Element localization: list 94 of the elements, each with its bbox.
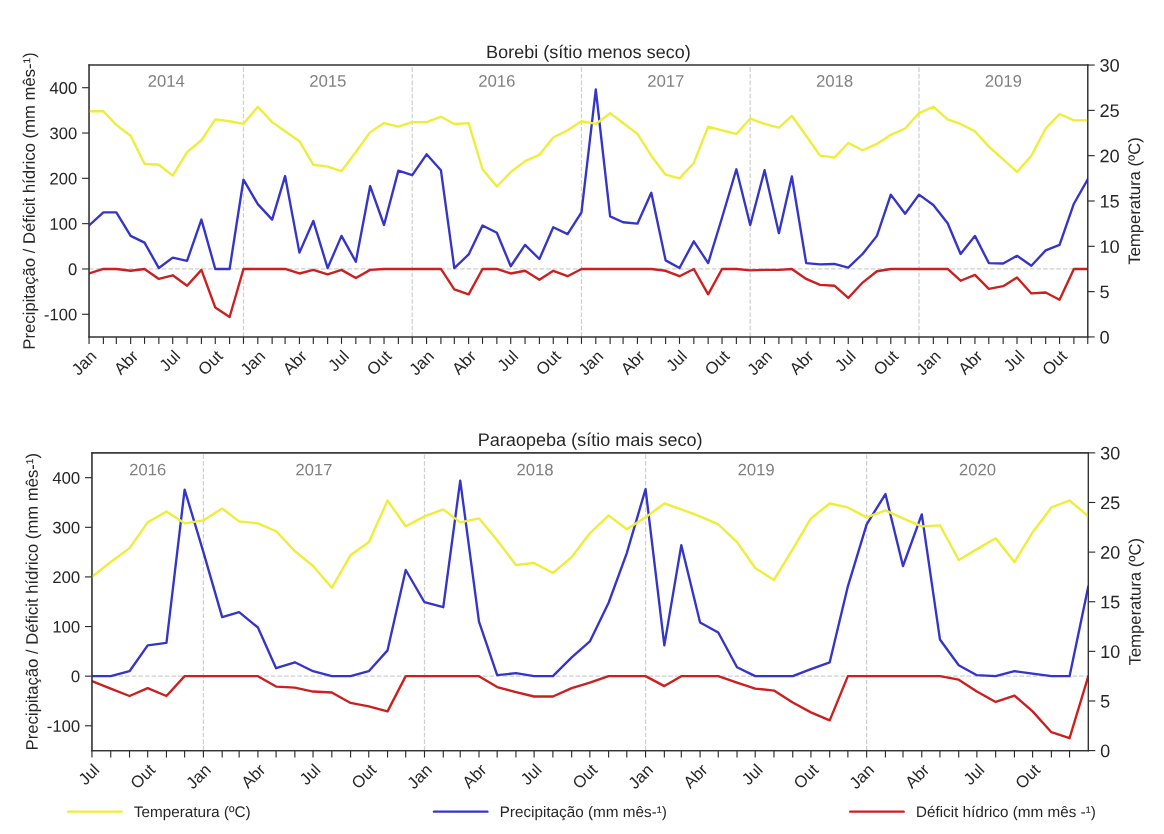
annotation: 2018 <box>816 75 853 87</box>
x-tick-label: Abr <box>239 762 267 790</box>
x-tick-label: Jul <box>664 349 688 373</box>
y2-tick-label: 10 <box>1101 645 1120 659</box>
y-tick-label: -100 <box>44 308 77 321</box>
x-tick-label: Jul <box>77 763 100 786</box>
x-tick-label: Jan <box>185 763 212 790</box>
x-tick-label: Jul <box>298 763 321 786</box>
x-tick-label: Out <box>1014 762 1042 790</box>
y2-tick-label: 15 <box>1100 195 1119 208</box>
y2-tick-label: 10 <box>1100 240 1119 254</box>
y2-tick-label: 15 <box>1101 595 1120 609</box>
x-tick-label: Out <box>365 349 393 376</box>
x-tick-label: Abr <box>787 348 815 376</box>
x-tick-label: Jan <box>406 763 433 790</box>
x-tick-label: Abr <box>112 348 140 376</box>
x-tick-label: Jul <box>495 349 519 373</box>
legend-label: Temperatura (ºC) <box>134 805 250 821</box>
x-tick-label: Abr <box>281 348 308 376</box>
y-tick-label: 400 <box>52 472 80 484</box>
x-tick-label: Jul <box>740 763 764 786</box>
x-tick-label: Jul <box>519 763 542 786</box>
y-tick-label: 400 <box>49 82 77 94</box>
x-tick-label: Jul <box>833 349 857 373</box>
x-tick-label: Jul <box>962 763 985 786</box>
annotation: 2018 <box>517 463 553 476</box>
x-tick-label: Abr <box>619 348 646 376</box>
annotation: 2017 <box>296 463 332 476</box>
x-tick-label: Out <box>535 349 562 376</box>
y-tick-label: 300 <box>50 127 77 140</box>
chart-title: Paraopeba (sítio mais seco) <box>479 432 702 450</box>
y2-tick-label: 5 <box>1100 285 1109 299</box>
line-series <box>91 499 1089 590</box>
annotation: 2019 <box>738 463 774 476</box>
y-tick-label: 300 <box>52 521 80 534</box>
x-tick-label: Jan <box>70 349 97 377</box>
y2-tick-label: 0 <box>1100 330 1109 344</box>
y-tick-label: 0 <box>68 263 77 276</box>
line-series <box>89 88 1088 271</box>
x-tick-label: Jan <box>577 349 604 377</box>
x-tick-label: Jan <box>239 349 266 377</box>
y2-axis-title: Temperatura (ºC) <box>1128 539 1145 666</box>
x-tick-label: Jan <box>848 763 875 790</box>
y2-tick-label: 5 <box>1100 695 1110 708</box>
annotation: 2014 <box>148 75 185 87</box>
x-tick-label: Abr <box>450 348 478 376</box>
line-series <box>91 479 1089 678</box>
y2-axis-title: Temperatura (ºC) <box>1127 138 1144 265</box>
annotation: 2016 <box>129 463 166 476</box>
y-tick-label: 100 <box>50 218 77 230</box>
annotation: 2016 <box>479 75 515 87</box>
x-tick-label: Out <box>703 349 731 376</box>
y2-tick-label: 30 <box>1100 446 1120 460</box>
y-tick-label: 0 <box>71 670 80 683</box>
x-tick-label: Abr <box>681 762 709 790</box>
y2-tick-label: 25 <box>1100 104 1119 118</box>
x-tick-label: Jul <box>157 349 181 373</box>
x-tick-label: Jan <box>914 349 942 377</box>
annotation: 2020 <box>959 463 996 476</box>
x-tick-label: Out <box>872 349 900 376</box>
x-tick-label: Abr <box>460 762 488 790</box>
y-tick-label: 100 <box>53 620 80 633</box>
x-tick-label: Out <box>1041 349 1069 376</box>
y2-tick-label: 30 <box>1100 58 1119 72</box>
x-tick-label: Jan <box>627 763 654 790</box>
chart-title: Borebi (sítio menos seco) <box>487 44 690 62</box>
annotation: 2019 <box>985 75 1022 87</box>
legend-label: Precipitação (mm mês-¹) <box>500 805 666 821</box>
x-tick-label: Jan <box>408 349 435 377</box>
y-tick-label: 200 <box>53 571 80 584</box>
x-tick-label: Out <box>350 762 378 790</box>
y-tick-label: 200 <box>50 172 77 185</box>
x-tick-label: Jan <box>746 349 773 377</box>
x-tick-label: Abr <box>903 762 931 790</box>
x-tick-label: Abr <box>956 348 984 376</box>
x-tick-label: Out <box>571 762 599 790</box>
y2-tick-label: 25 <box>1101 496 1120 510</box>
line-series <box>89 105 1088 188</box>
y-tick-label: -100 <box>47 720 80 732</box>
line-series <box>91 674 1089 740</box>
y-axis-title: Precipitação / Déficit hídrico (mm mês-¹) <box>22 53 39 349</box>
x-tick-label: Jul <box>326 349 350 373</box>
y2-tick-label: 0 <box>1100 744 1110 758</box>
legend-label: Déficit hídrico (mm mês -¹) <box>917 805 1095 821</box>
x-tick-label: Out <box>129 762 157 790</box>
annotation: 2015 <box>310 75 346 87</box>
line-series <box>89 267 1088 319</box>
y2-tick-label: 20 <box>1100 149 1119 163</box>
x-tick-label: Jul <box>1002 349 1025 373</box>
x-tick-label: Out <box>792 762 820 790</box>
y-axis-title: Precipitação / Déficit hídrico (mm mês-¹) <box>25 454 42 749</box>
annotation: 2017 <box>648 75 684 87</box>
x-tick-label: Out <box>197 349 224 376</box>
y2-tick-label: 20 <box>1101 546 1120 559</box>
